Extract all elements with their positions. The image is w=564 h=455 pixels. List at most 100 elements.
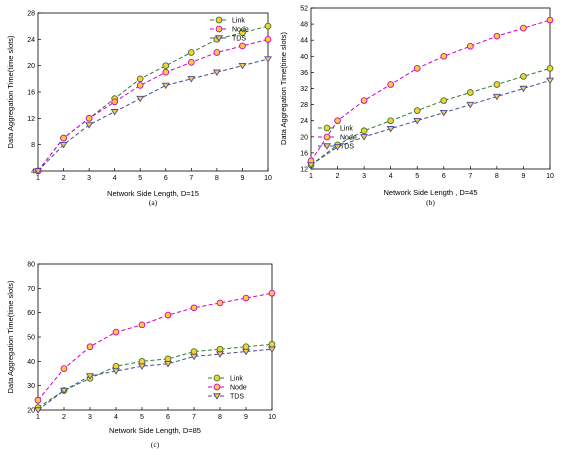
chart-3: 1 2 3 4 5 6 7 8 9 10 20 30 40 50 60 70 80 Network Side Le… [6,262,277,449]
data-point-tds [85,373,95,380]
x-tick-label: 10 [264,175,272,182]
y-tick-label: 20 [27,408,35,415]
series-line-tds [310,79,551,166]
legend-marker [215,25,223,33]
data-point-node [440,52,448,60]
data-point-node [136,82,144,89]
series-link [34,22,272,175]
x-tick-label: 1 [36,175,40,182]
data-point-tds [212,69,221,76]
legend-marker [323,133,331,141]
x-tick-label: 8 [495,173,499,180]
data-point-tds [110,109,119,116]
data-point-node [413,65,421,72]
data-point-link [264,22,272,30]
x-tick-label: 6 [164,175,168,182]
legend-label-link: Link [340,126,353,133]
data-point-tds [413,118,422,125]
data-point-link [164,355,172,363]
y-tick-label: 12 [300,167,308,174]
data-point-link [520,73,527,80]
series-tds [33,346,277,414]
x-axis-label: Network Side Length, D=15 [107,189,199,198]
data-point-link [546,65,554,72]
data-point-tds [137,363,147,370]
x-tick-label: 7 [189,175,193,182]
x-tick-label: 3 [88,414,92,421]
x-tick-label: 10 [546,173,554,180]
y-tick-label: 70 [27,286,35,293]
legend-label-link: Link [230,376,243,383]
y-axis-label: Data Aggregation Time(time slots) [6,35,15,148]
series-node [34,289,276,404]
data-point-tds [241,348,251,356]
y-tick-label: 28 [27,11,35,18]
data-point-tds [136,95,145,103]
data-point-tds [189,353,199,361]
y-tick-label: 40 [27,359,35,366]
data-point-tds [187,76,196,83]
data-point-tds [439,109,448,117]
x-axis-label: Network Side Length, D=85 [109,426,201,435]
x-tick-label: 5 [140,414,144,421]
chart-caption: (a) [149,198,158,207]
data-point-node [111,98,119,106]
data-point-node [187,59,195,66]
series-line-tds [37,58,269,172]
y-tick-label: 8 [31,142,35,149]
series-line-node [37,38,269,172]
data-point-node [387,81,395,88]
data-point-node [85,114,93,122]
y-tick-label: 40 [300,54,308,61]
data-point-tds [306,162,316,169]
y-tick-label: 36 [300,70,308,77]
y-tick-label: 24 [300,118,308,125]
data-point-link [493,81,501,88]
legend-label-link: Link [232,18,245,25]
x-axis-label: Network Side Length , D=45 [383,188,477,197]
x-tick-label: 6 [442,173,446,180]
legend: Link Node TDS [210,16,249,43]
data-point-tds [263,56,273,63]
y-axis-label: Data Aggregation Time(time slots) [6,280,15,393]
data-point-link [216,345,224,353]
x-tick-label: 8 [215,175,219,182]
legend-label-tds: TDS [232,36,246,43]
series-node [34,35,272,175]
x-tick-label: 5 [415,173,419,180]
data-point-node [34,396,42,404]
x-tick-label: 5 [138,175,142,182]
chart-2: 1 2 3 4 5 6 7 8 9 101216202428323640444852Network… [279,6,555,207]
x-tick-label: 9 [240,175,244,182]
data-point-node [213,49,221,56]
data-point-tds [111,368,121,375]
x-tick-label: 2 [62,414,66,421]
y-tick-label: 80 [27,262,35,269]
y-tick-label: 12 [27,116,35,123]
chart-caption: (c) [151,440,160,449]
y-tick-label: 4 [31,169,35,176]
x-tick-label: 7 [192,414,196,421]
legend-marker [322,143,332,150]
series-tds [33,56,273,175]
data-point-link [242,343,250,351]
data-point-link [440,97,448,104]
legend-marker [213,374,221,382]
data-point-tds [33,407,43,414]
data-point-tds [163,361,173,368]
data-point-node [493,32,501,40]
x-tick-label: 4 [113,175,117,182]
data-point-link [187,49,195,56]
data-point-node [60,134,67,142]
data-point-tds [85,122,94,129]
x-tick-label: 1 [36,414,40,421]
x-tick-label: 7 [468,173,472,180]
data-point-tds [33,168,43,175]
legend: Link Node TDS [318,124,357,151]
data-point-node [242,294,250,302]
data-point-node [164,311,172,319]
data-point-tds [466,101,475,109]
data-point-tds [333,144,342,151]
